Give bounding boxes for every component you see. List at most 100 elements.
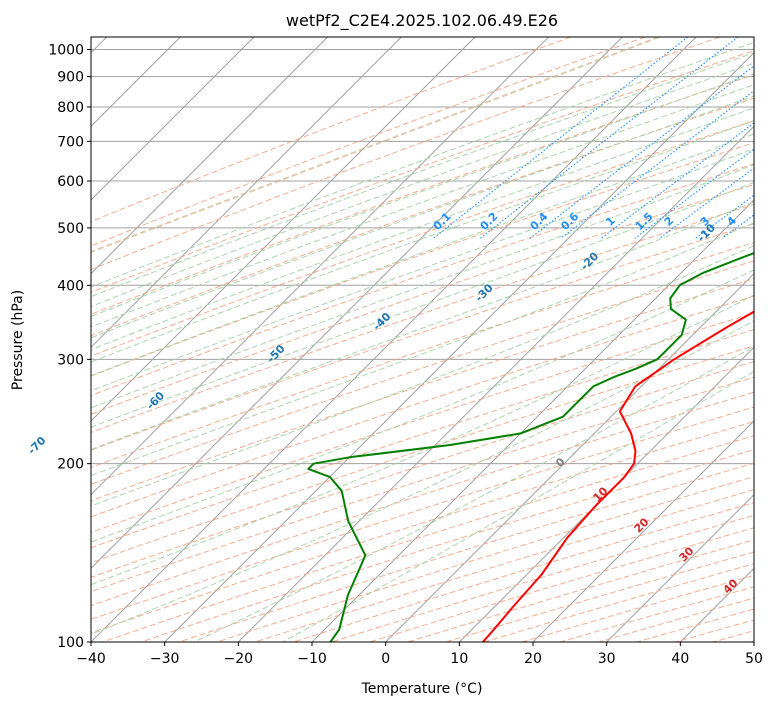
- dry-adiabat: [91, 391, 754, 607]
- y-tick-label: 400: [57, 278, 84, 294]
- dry-adiabat: [91, 37, 571, 223]
- moist-adiabat: [91, 95, 754, 339]
- mixing-ratio-line: [600, 122, 754, 239]
- dry-adiabat-label: -70: [25, 434, 48, 457]
- mixing-ratio-line: [433, 37, 689, 239]
- dry-adiabat: [331, 514, 754, 642]
- isotherm: [91, 37, 623, 570]
- dry-adiabat: [369, 527, 754, 642]
- dry-adiabat: [91, 74, 754, 315]
- dry-adiabat-label: -30: [473, 281, 496, 304]
- moist-adiabat: [91, 133, 754, 377]
- mixing-ratio-label: 0.4: [528, 210, 551, 233]
- plot-frame: [90, 36, 755, 643]
- dry-adiabat: [91, 37, 646, 247]
- dry-adiabat: [91, 50, 754, 293]
- dry-adiabat: [91, 361, 754, 578]
- dry-adiabat: [91, 142, 754, 377]
- x-tick-label: 0: [381, 651, 390, 667]
- isotherm: [91, 37, 329, 275]
- isotherm: [164, 51, 754, 642]
- x-tick-label: −20: [224, 651, 254, 667]
- dry-adiabat: [91, 421, 754, 634]
- moist-adiabat: [91, 164, 754, 409]
- y-tick-label: 800: [57, 100, 84, 116]
- x-axis-label: Temperature (°C): [361, 681, 483, 697]
- x-tick-label: 20: [524, 651, 542, 667]
- y-tick-label: 1000: [48, 43, 84, 59]
- mixing-ratio-label: 0.2: [478, 210, 501, 233]
- moist-adiabat-label: 40: [721, 576, 741, 596]
- grid-layer: [91, 37, 775, 642]
- mixing-ratio-line: [695, 194, 754, 239]
- isotherm: [91, 37, 255, 201]
- isotherm: [532, 420, 754, 642]
- y-axis-ticks: 1000 900 800 700 600 500 400 300 200 100: [48, 43, 91, 651]
- isotherm: [91, 37, 181, 128]
- x-tick-label: −10: [297, 651, 327, 667]
- mixing-ratio-line: [659, 167, 754, 239]
- mixing-ratio-label: 2: [662, 214, 677, 229]
- isotherm: [91, 37, 476, 422]
- dry-adiabat: [712, 630, 754, 642]
- y-tick-label: 600: [57, 174, 84, 190]
- moist-adiabat: [91, 84, 754, 328]
- chart-title: wetPf2_C2E4.2025.102.06.49.E26: [286, 11, 558, 31]
- y-axis-label: Pressure (hPa): [10, 290, 26, 390]
- mixing-ratio-line: [761, 37, 775, 238]
- moist-adiabat: [91, 201, 754, 451]
- moist-adiabat: [91, 181, 754, 428]
- y-tick-label: 200: [57, 457, 84, 473]
- moist-adiabat: [91, 52, 754, 298]
- dewpoint-profile: [307, 251, 754, 642]
- mixing-ratio-line: [529, 65, 754, 239]
- dry-adiabat: [91, 241, 754, 468]
- dry-adiabat: [91, 406, 754, 620]
- temperature-profile: [482, 310, 754, 642]
- isotherm: [91, 37, 550, 496]
- x-tick-label: 10: [450, 651, 468, 667]
- isotherm: [753, 641, 754, 642]
- y-tick-label: 900: [57, 70, 84, 86]
- moist-adiabat: [91, 41, 754, 288]
- y-tick-label: 700: [57, 134, 84, 150]
- y-tick-label: 500: [57, 221, 84, 237]
- mixing-ratio-line: [634, 148, 754, 239]
- moist-adiabat: [91, 119, 754, 363]
- dry-adiabat: [91, 183, 754, 415]
- mixing-ratio-label: 1: [603, 214, 618, 229]
- isotherm: [385, 272, 754, 642]
- mixing-ratio-label: 1.5: [633, 210, 656, 233]
- moist-adiabat: [91, 245, 754, 507]
- moist-adiabat-label: 20: [632, 515, 652, 535]
- dry-adiabat: [91, 329, 754, 549]
- dry-adiabat: [445, 551, 754, 642]
- dry-adiabat: [91, 295, 754, 518]
- moist-adiabat: [193, 345, 754, 642]
- x-axis-ticks: −40 −30 −20 −10 0 10 20 30 40 50: [76, 642, 763, 667]
- x-tick-label: 30: [598, 651, 616, 667]
- dry-adiabat: [91, 312, 754, 534]
- moist-adiabat: [91, 294, 754, 586]
- isotherm: [679, 567, 754, 642]
- mixing-ratio-line: [721, 214, 754, 239]
- moist-adiabat: [91, 148, 754, 392]
- moist-adiabat: [91, 73, 754, 318]
- plot-area: [91, 37, 775, 642]
- dry-adiabat-label: -40: [370, 310, 393, 333]
- isotherm: [458, 346, 754, 642]
- x-tick-label: −30: [150, 651, 180, 667]
- x-tick-label: 50: [745, 651, 763, 667]
- dry-adiabat: [751, 640, 754, 642]
- dry-adiabat-label: -60: [144, 389, 167, 412]
- mixing-ratio-label: 4: [724, 214, 739, 229]
- moist-adiabat: [91, 62, 754, 308]
- series-layer: [307, 251, 754, 642]
- dry-adiabat: [178, 462, 754, 642]
- dry-adiabat: [255, 489, 754, 642]
- y-tick-label: 100: [57, 635, 84, 651]
- y-tick-label: 300: [57, 352, 84, 368]
- isotherm: [91, 37, 697, 642]
- isotherm: [91, 37, 402, 349]
